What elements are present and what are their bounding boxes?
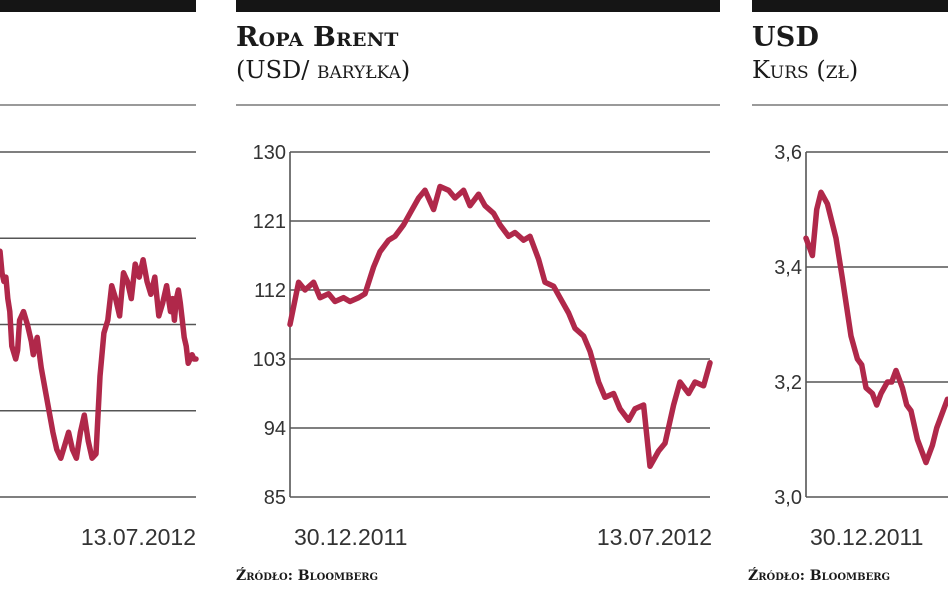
brent-source: Źródło: Bloomberg (236, 568, 379, 584)
usd-top-bar (752, 0, 948, 12)
usd-y-tick-label: 3,4 (774, 257, 802, 279)
brent-title: Ropa Brent (236, 22, 399, 53)
brent-y-tick-label: 130 (253, 142, 286, 164)
usd-source: Źródło: Bloomberg (748, 568, 891, 584)
brent-line-chart: 85 94 103 112 121 130 30.12.2011 13.07.2012 (253, 142, 713, 550)
brent-header-rule (236, 104, 720, 106)
brent-subtitle: (USD/ baryłka) (236, 56, 411, 84)
brent-y-tick-label: 121 (253, 211, 286, 233)
usd-title: USD (752, 22, 820, 53)
usd-header-rule (752, 104, 948, 106)
brent-x-start-label: 30.12.2011 (294, 524, 407, 550)
usd-x-start-label: 30.12.2011 (810, 524, 923, 550)
left-top-bar (0, 0, 196, 12)
brent-y-tick-label: 112 (254, 280, 286, 302)
left-line-chart: 13.07.2012 (0, 151, 199, 550)
left-header-rule (0, 104, 196, 106)
left-series-line (0, 248, 199, 461)
brent-top-bar (236, 0, 720, 12)
usd-subtitle: Kurs (zł) (752, 56, 859, 84)
usd-series-line (803, 189, 948, 466)
brent-x-end-label: 13.07.2012 (597, 524, 712, 550)
brent-y-tick-label: 103 (253, 349, 286, 371)
usd-y-tick-label: 3,2 (774, 372, 802, 394)
brent-y-tick-label: 94 (264, 418, 286, 440)
brent-chart-panel: Ropa Brent (USD/ baryłka) 85 94 103 112 121 1… (202, 0, 732, 593)
brent-series-line (287, 183, 713, 470)
usd-line-chart: 3,0 3,2 3,4 3,6 30.12.2011 (774, 142, 948, 550)
usd-y-tick-label: 3,0 (774, 487, 802, 509)
left-chart-panel: 13.07.2012 (0, 0, 202, 593)
usd-chart-panel: USD Kurs (zł) 3,0 3,2 3,4 3,6 30.12.2011 Źró… (732, 0, 948, 593)
brent-y-tick-label: 85 (264, 487, 286, 509)
usd-y-tick-label: 3,6 (774, 142, 802, 164)
left-x-end-label: 13.07.2012 (81, 524, 196, 550)
